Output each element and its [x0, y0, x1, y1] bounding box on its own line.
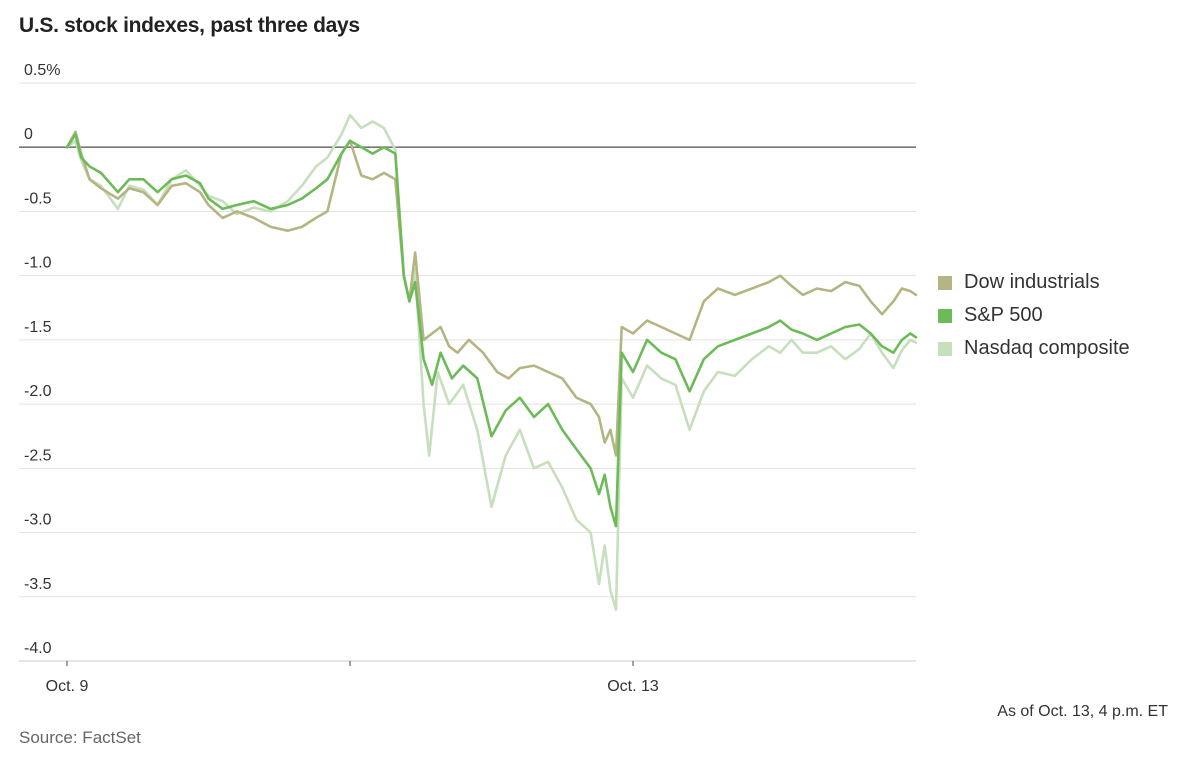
y-tick-label: -3.0	[24, 512, 52, 529]
legend-label: Nasdaq composite	[964, 337, 1130, 359]
y-tick-label: 0	[24, 126, 33, 143]
legend-swatch	[938, 341, 952, 356]
y-tick-label: 0.5%	[24, 62, 60, 79]
x-axis: Oct. 9 Oct. 13	[46, 661, 659, 695]
legend-item: Dow industrials	[938, 266, 1130, 299]
source-note: Source: FactSet	[19, 728, 141, 747]
series-lines	[65, 113, 918, 611]
legend: Dow industrials S&P 500 Nasdaq composite	[938, 266, 1130, 365]
y-axis-ticks: 0.5% 0 -0.5 -1.0 -1.5 -2.0 -2.5 -3.0 -3.5 -4.0	[24, 62, 60, 657]
y-tick-label: -1.5	[24, 319, 52, 336]
legend-label: Dow industrials	[964, 271, 1100, 293]
y-tick-label: -3.5	[24, 576, 52, 593]
x-tick-label: Oct. 9	[46, 678, 89, 695]
legend-label: S&P 500	[964, 304, 1043, 326]
series-line-s-p-500	[65, 133, 918, 528]
legend-item: Nasdaq composite	[938, 332, 1130, 365]
as-of-note: As of Oct. 13, 4 p.m. ET	[997, 703, 1168, 720]
legend-swatch	[938, 275, 952, 290]
chart-title: U.S. stock indexes, past three days	[19, 14, 360, 37]
gridlines	[19, 82, 916, 662]
legend-swatch	[938, 308, 952, 323]
series-line-dow-industrials	[65, 130, 918, 457]
y-tick-label: -2.0	[24, 383, 52, 400]
x-tick-label: Oct. 13	[607, 678, 659, 695]
y-tick-label: -2.5	[24, 447, 52, 464]
y-tick-label: -1.0	[24, 255, 52, 272]
y-tick-label: -0.5	[24, 190, 52, 207]
legend-item: S&P 500	[938, 299, 1130, 332]
y-tick-label: -4.0	[24, 640, 52, 657]
